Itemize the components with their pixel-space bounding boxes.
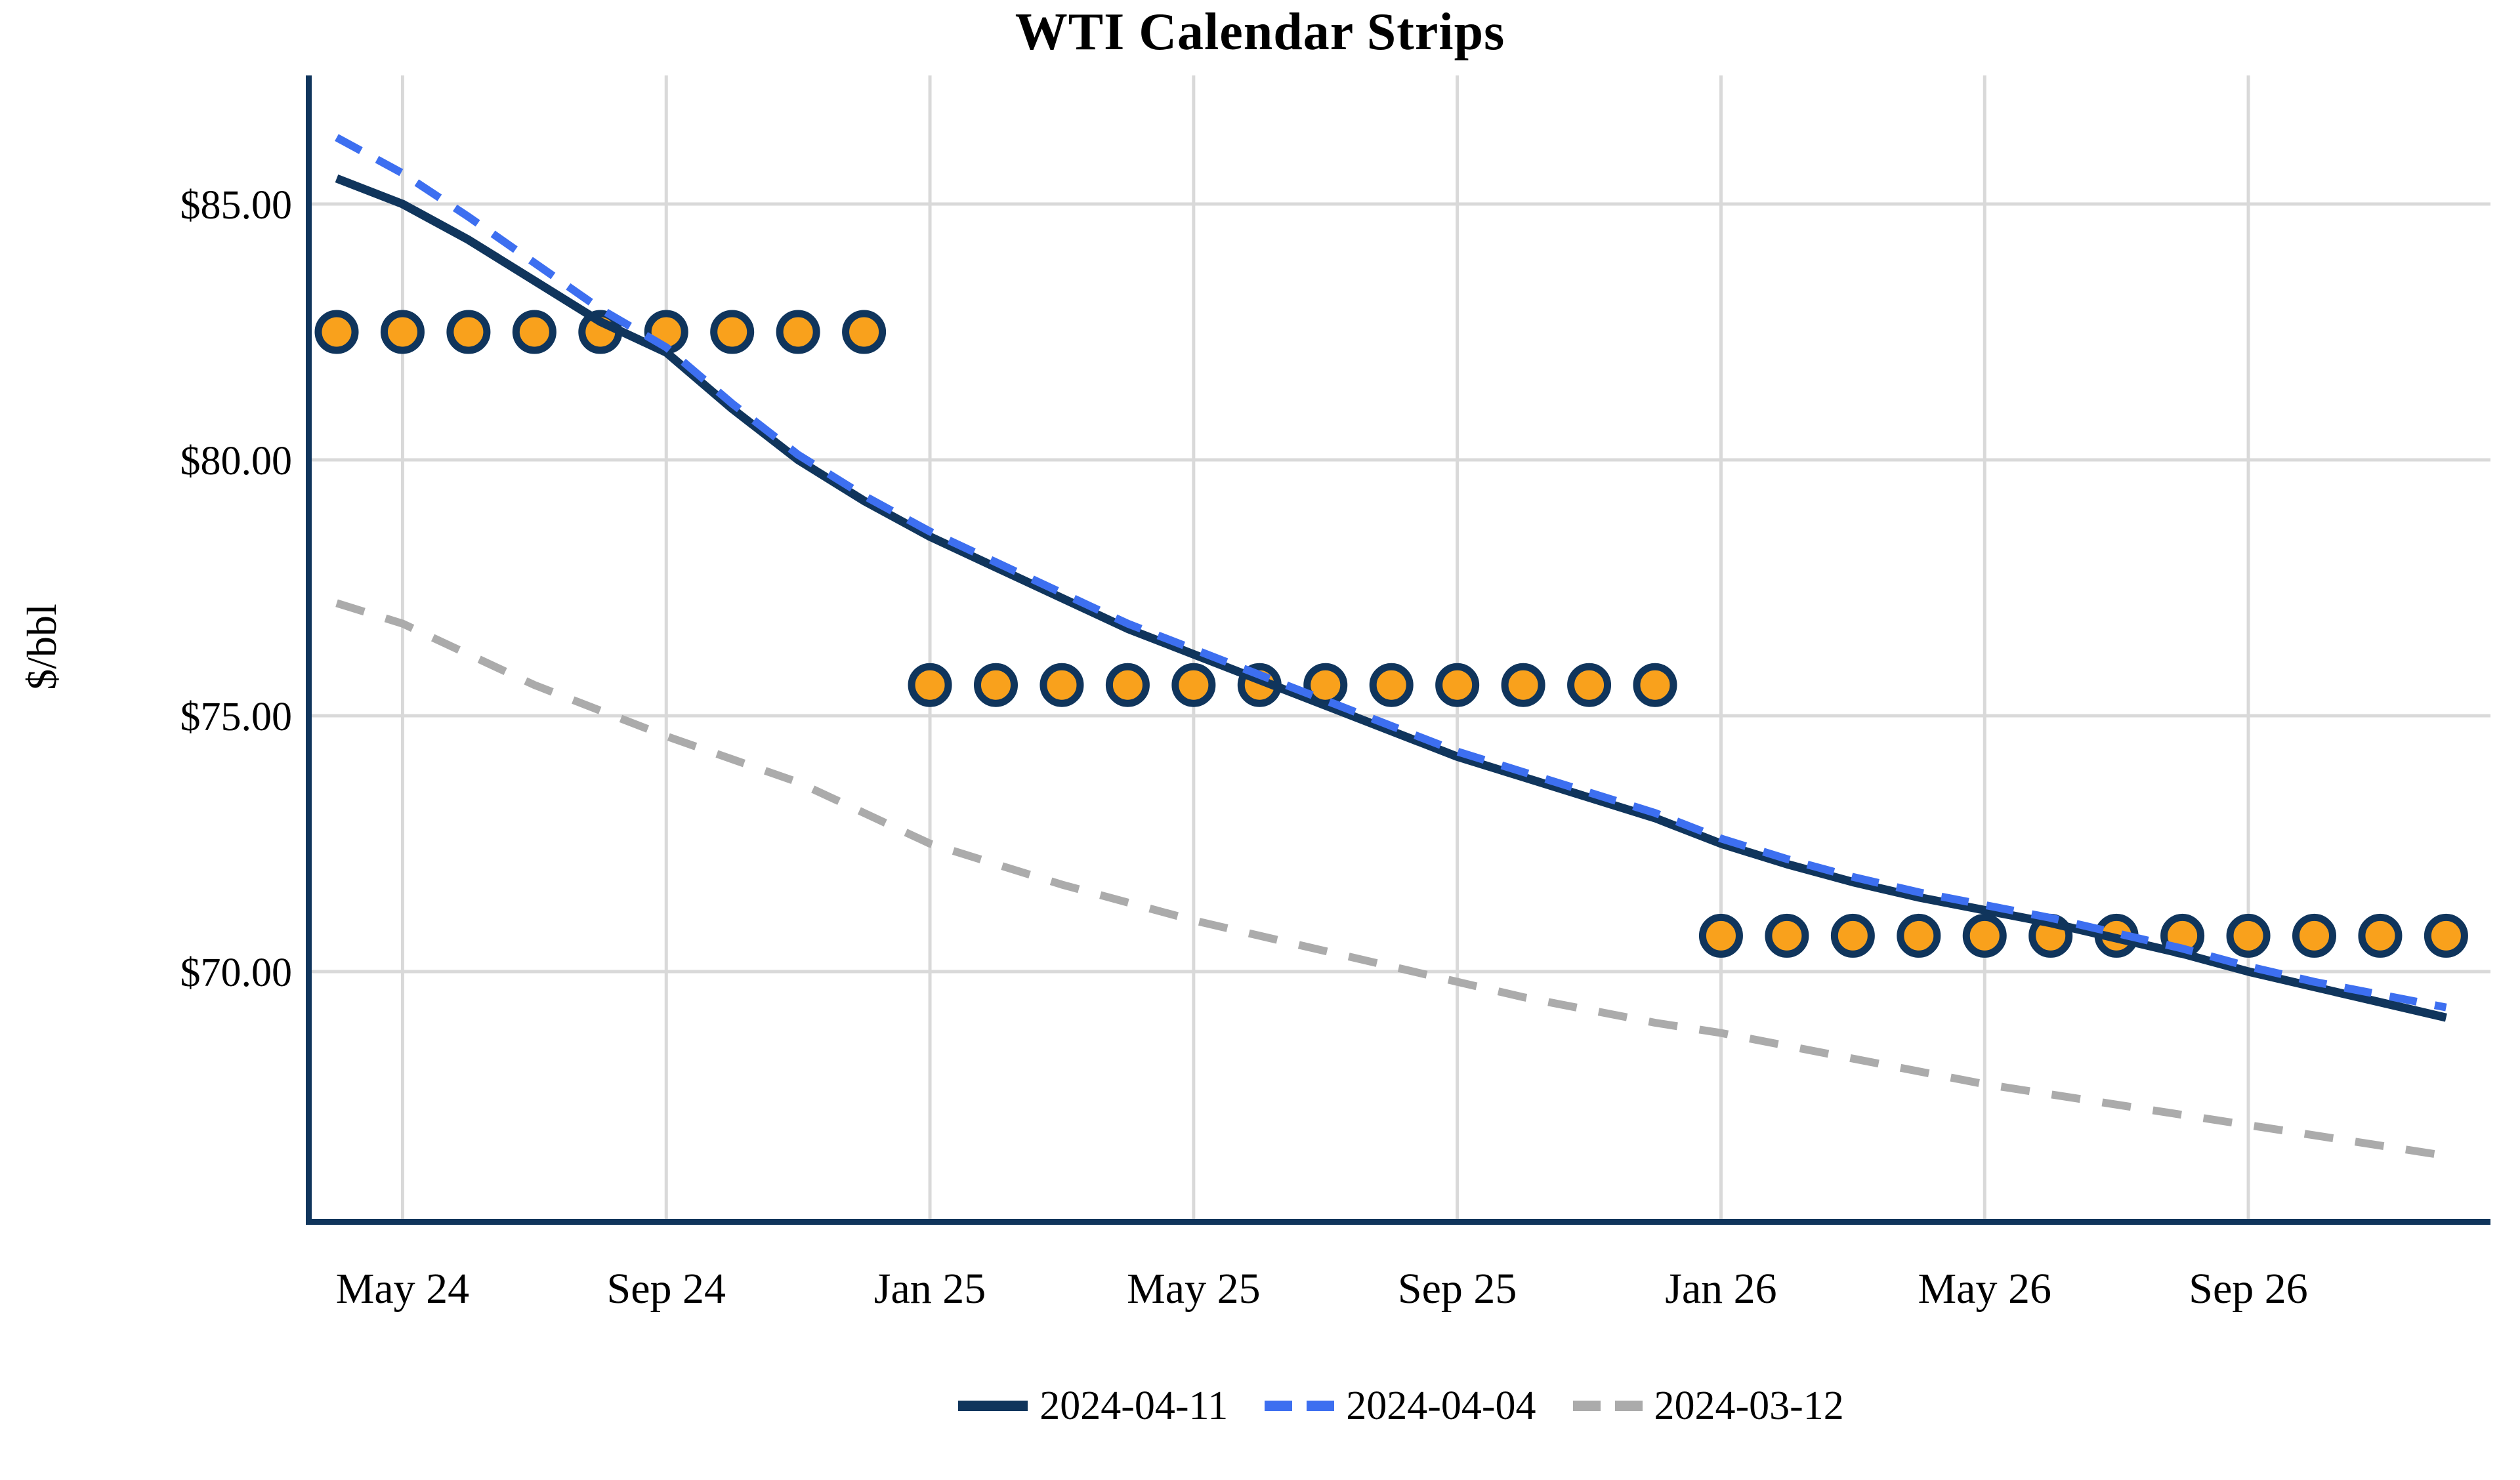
- strip-marker: [908, 663, 952, 707]
- x-tick-label: Sep 24: [607, 1265, 726, 1313]
- legend-swatch-solid-navy: [958, 1401, 1028, 1411]
- strip-marker: [2358, 913, 2403, 958]
- legend-item-2024-04-04: 2024-04-04: [1265, 1383, 1536, 1429]
- legend-swatch-dashed-gray: [1572, 1401, 1643, 1411]
- strip-marker: [1040, 663, 1084, 707]
- strip-marker: [1962, 913, 2007, 958]
- strip-marker: [2292, 913, 2336, 958]
- strip-marker: [974, 663, 1018, 707]
- chart-title: WTI Calendar Strips: [1015, 3, 1505, 61]
- strip-marker: [1369, 663, 1414, 707]
- strip-marker: [1830, 913, 1875, 958]
- strip-marker: [1567, 663, 1612, 707]
- strip-marker: [1698, 913, 1743, 958]
- strip-marker: [446, 310, 491, 354]
- y-tick-label: $75.00: [180, 695, 293, 739]
- legend-label: 2024-04-04: [1346, 1383, 1536, 1428]
- legend-item-2024-04-11: 2024-04-11: [958, 1383, 1228, 1429]
- strip-marker: [842, 310, 887, 354]
- strip-marker: [380, 310, 425, 354]
- x-tick-label: Sep 25: [1398, 1265, 1517, 1313]
- strip-marker: [1105, 663, 1150, 707]
- x-tick-label: Sep 26: [2189, 1265, 2308, 1313]
- strip-marker: [512, 310, 556, 354]
- strip-marker: [1501, 663, 1545, 707]
- x-axis-spine: [306, 1219, 2490, 1225]
- strip-marker: [776, 310, 820, 354]
- strip-marker: [710, 310, 755, 354]
- x-tick-label: Jan 26: [1665, 1265, 1776, 1313]
- legend: 2024-04-11 2024-04-04 2024-03-12: [312, 1370, 2490, 1442]
- strip-marker: [2424, 913, 2468, 958]
- x-tick-label: May 26: [1918, 1265, 2051, 1313]
- legend-label: 2024-03-12: [1654, 1383, 1844, 1428]
- series-line-2024-04-04: [335, 134, 2447, 1012]
- strip-marker: [1633, 663, 1677, 707]
- legend-label: 2024-04-11: [1040, 1383, 1228, 1428]
- strip-marker: [1897, 913, 1941, 958]
- strip-marker: [1435, 663, 1480, 707]
- x-tick-label: Jan 25: [874, 1265, 986, 1313]
- strip-marker: [1765, 913, 1809, 958]
- legend-swatch-dashed-blue: [1265, 1401, 1335, 1411]
- y-tick-label: $70.00: [180, 951, 293, 995]
- x-tick-label: May 24: [336, 1265, 469, 1313]
- legend-item-2024-03-12: 2024-03-12: [1572, 1383, 1844, 1429]
- y-axis-spine: [306, 75, 312, 1225]
- series-line-2024-04-11: [335, 174, 2447, 1022]
- strip-marker: [2226, 913, 2271, 958]
- y-tick-label: $80.00: [180, 439, 293, 483]
- strip-marker: [314, 310, 359, 354]
- series-line-2024-03-12: [335, 599, 2447, 1160]
- x-tick-label: May 25: [1127, 1265, 1260, 1313]
- y-tick-label: $85.00: [180, 183, 293, 228]
- strip-marker: [1171, 663, 1216, 707]
